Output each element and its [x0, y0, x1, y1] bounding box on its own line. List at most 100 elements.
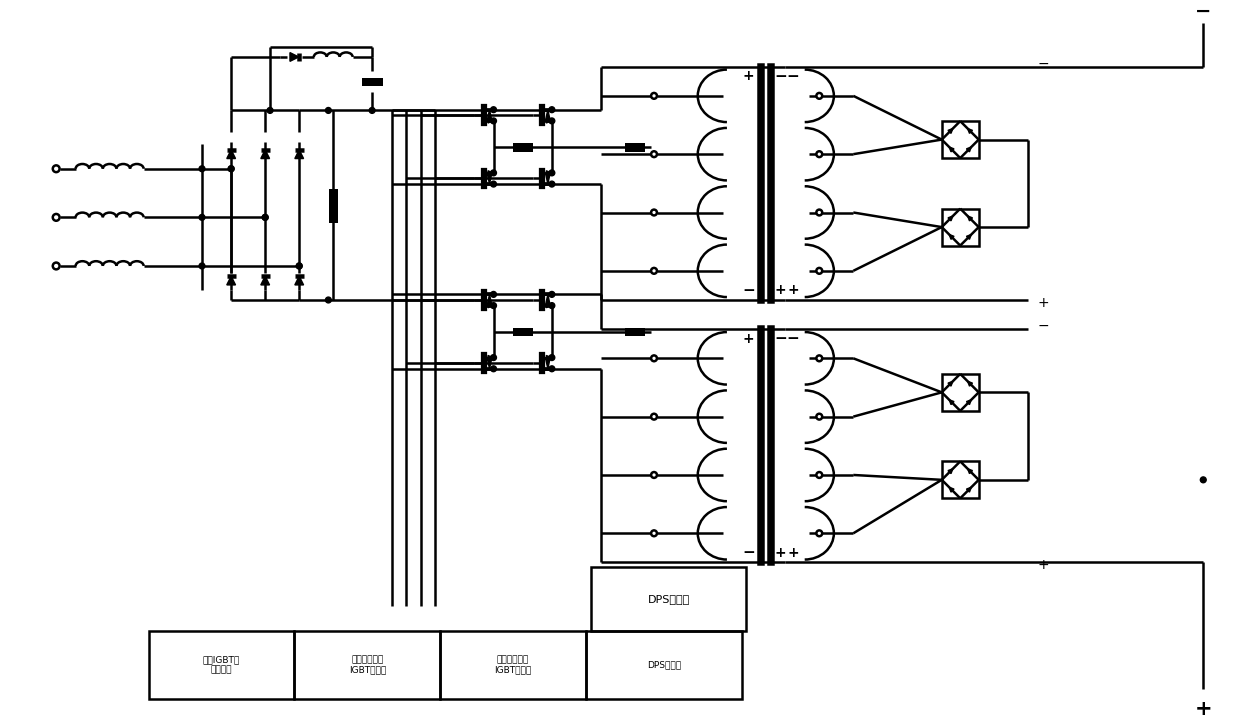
- Polygon shape: [966, 487, 971, 492]
- Polygon shape: [487, 357, 492, 369]
- Polygon shape: [487, 109, 492, 121]
- Polygon shape: [290, 53, 299, 62]
- Text: DPS控制器: DPS控制器: [647, 594, 689, 604]
- Circle shape: [491, 118, 496, 124]
- Bar: [941, 121, 978, 158]
- Circle shape: [491, 107, 496, 112]
- Circle shape: [491, 302, 496, 309]
- Bar: [149, 631, 294, 699]
- Polygon shape: [260, 150, 269, 159]
- Polygon shape: [547, 119, 551, 123]
- Polygon shape: [489, 355, 492, 360]
- Text: +: +: [775, 283, 786, 297]
- Circle shape: [491, 366, 496, 372]
- Polygon shape: [949, 128, 952, 133]
- Polygon shape: [546, 173, 551, 184]
- Bar: [941, 209, 978, 246]
- Circle shape: [549, 170, 554, 175]
- Text: −: −: [774, 331, 786, 347]
- Polygon shape: [546, 109, 551, 121]
- Bar: [440, 631, 587, 699]
- Polygon shape: [967, 381, 972, 386]
- Bar: [941, 374, 978, 411]
- Circle shape: [228, 166, 234, 172]
- Polygon shape: [547, 355, 551, 360]
- Text: −: −: [1037, 57, 1049, 71]
- Bar: [941, 461, 978, 498]
- Polygon shape: [967, 469, 972, 473]
- Polygon shape: [295, 276, 304, 285]
- Polygon shape: [949, 487, 954, 492]
- Polygon shape: [489, 171, 492, 175]
- Polygon shape: [547, 171, 551, 175]
- Polygon shape: [966, 234, 971, 239]
- Text: −: −: [786, 69, 800, 84]
- Polygon shape: [546, 357, 551, 369]
- Polygon shape: [489, 304, 492, 307]
- Text: +: +: [787, 546, 799, 560]
- Circle shape: [263, 215, 268, 220]
- Polygon shape: [949, 469, 952, 473]
- Text: +: +: [1037, 558, 1049, 572]
- Text: DPS控制器: DPS控制器: [647, 660, 681, 669]
- Polygon shape: [260, 276, 269, 285]
- Text: −: −: [774, 69, 786, 84]
- Circle shape: [325, 297, 331, 303]
- Circle shape: [263, 215, 268, 220]
- Text: +: +: [775, 546, 786, 560]
- Polygon shape: [967, 216, 972, 221]
- Polygon shape: [967, 128, 972, 133]
- Text: +: +: [743, 332, 754, 346]
- Polygon shape: [949, 216, 952, 221]
- Polygon shape: [487, 294, 492, 306]
- Polygon shape: [487, 173, 492, 184]
- Polygon shape: [949, 234, 954, 239]
- Polygon shape: [949, 381, 952, 386]
- Circle shape: [491, 170, 496, 175]
- Circle shape: [549, 366, 554, 372]
- Circle shape: [228, 166, 234, 172]
- Polygon shape: [227, 276, 236, 285]
- Text: −: −: [742, 545, 755, 560]
- Text: 桥式串联谐振
IGBT驱动器: 桥式串联谐振 IGBT驱动器: [348, 655, 386, 674]
- Circle shape: [325, 107, 331, 113]
- Text: +: +: [1194, 699, 1211, 718]
- Bar: [590, 568, 746, 631]
- Circle shape: [370, 107, 374, 113]
- Circle shape: [296, 263, 303, 269]
- Polygon shape: [227, 150, 236, 159]
- Text: −: −: [786, 331, 800, 347]
- Bar: [294, 631, 440, 699]
- Polygon shape: [966, 399, 971, 405]
- Circle shape: [549, 118, 554, 124]
- Bar: [587, 631, 742, 699]
- Text: +: +: [1037, 296, 1049, 310]
- Polygon shape: [295, 150, 304, 159]
- Polygon shape: [949, 399, 954, 405]
- Polygon shape: [546, 294, 551, 306]
- Circle shape: [1200, 477, 1207, 483]
- Circle shape: [200, 263, 205, 269]
- Circle shape: [267, 107, 273, 113]
- Polygon shape: [966, 147, 971, 152]
- Polygon shape: [547, 304, 551, 307]
- Circle shape: [549, 355, 554, 360]
- Text: +: +: [787, 283, 799, 297]
- Circle shape: [549, 107, 554, 112]
- Text: −: −: [1195, 2, 1211, 21]
- Polygon shape: [949, 147, 954, 152]
- Circle shape: [200, 166, 205, 172]
- Circle shape: [549, 181, 554, 187]
- Circle shape: [491, 355, 496, 360]
- Text: 桥式串联谐振
IGBT驱动器: 桥式串联谐振 IGBT驱动器: [495, 655, 532, 674]
- Circle shape: [549, 291, 554, 297]
- Circle shape: [549, 302, 554, 309]
- Circle shape: [200, 215, 205, 220]
- Text: −: −: [1037, 319, 1049, 334]
- Circle shape: [491, 181, 496, 187]
- Text: −: −: [742, 283, 755, 298]
- Polygon shape: [489, 119, 492, 123]
- Text: +: +: [743, 70, 754, 83]
- Circle shape: [491, 291, 496, 297]
- Circle shape: [296, 263, 303, 269]
